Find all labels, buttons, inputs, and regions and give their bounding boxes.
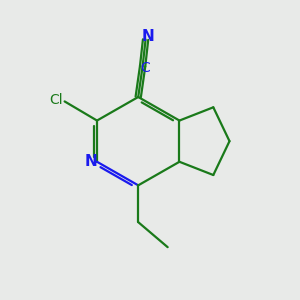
Text: N: N xyxy=(84,154,97,169)
Text: Cl: Cl xyxy=(50,93,63,107)
Text: N: N xyxy=(142,29,154,44)
Text: C: C xyxy=(141,61,151,75)
